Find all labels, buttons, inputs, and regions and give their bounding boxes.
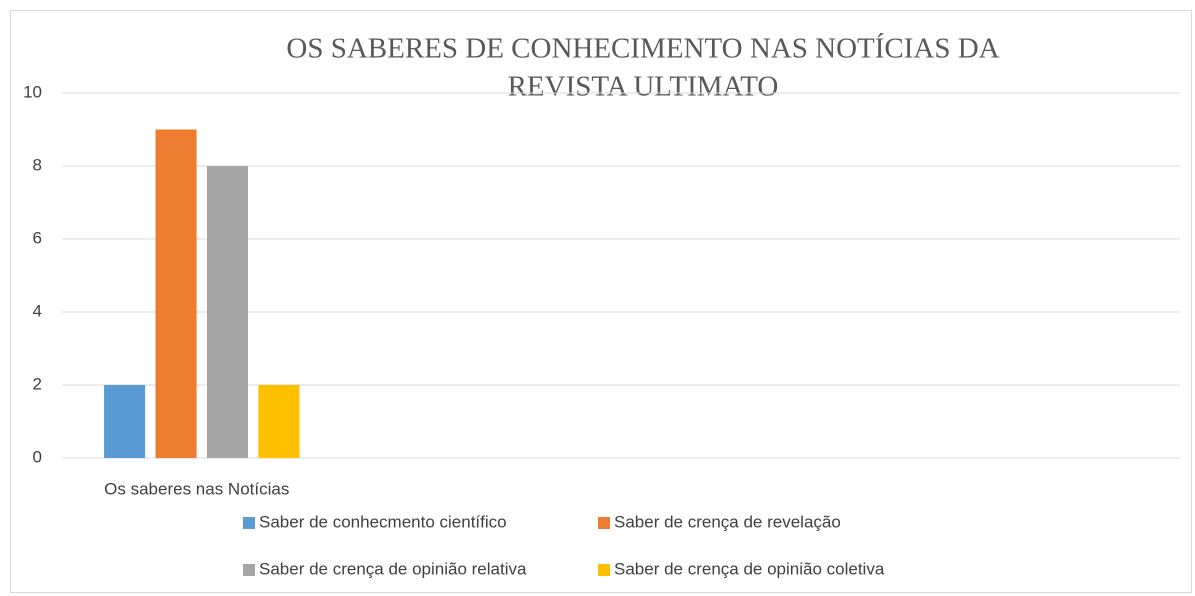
y-tick-label: 0 <box>33 447 42 466</box>
y-tick-label: 2 <box>33 374 42 393</box>
legend-label: Saber de conhecmento científico <box>259 512 507 531</box>
y-tick-label: 4 <box>33 301 42 320</box>
y-tick-label: 6 <box>33 228 42 247</box>
legend-label: Saber de crença de opinião coletiva <box>614 559 885 578</box>
bar <box>206 166 249 458</box>
x-tick-label: Os saberes nas Notícias <box>104 479 289 498</box>
y-tick-label: 8 <box>33 155 42 174</box>
chart-title: REVISTA ULTIMATO <box>508 71 779 103</box>
y-tick-label: 10 <box>23 82 42 101</box>
legend-swatch <box>243 564 255 576</box>
chart-title: OS SABERES DE CONHECIMENTO NAS NOTÍCIAS … <box>286 32 999 65</box>
bar <box>104 385 146 458</box>
bar <box>258 385 300 458</box>
legend-label: Saber de crença de revelação <box>614 512 841 531</box>
legend-swatch <box>598 517 610 529</box>
legend-swatch <box>243 517 255 529</box>
legend-swatch <box>598 564 610 576</box>
bar <box>155 129 197 458</box>
legend-label: Saber de crença de opinião relativa <box>259 559 527 578</box>
